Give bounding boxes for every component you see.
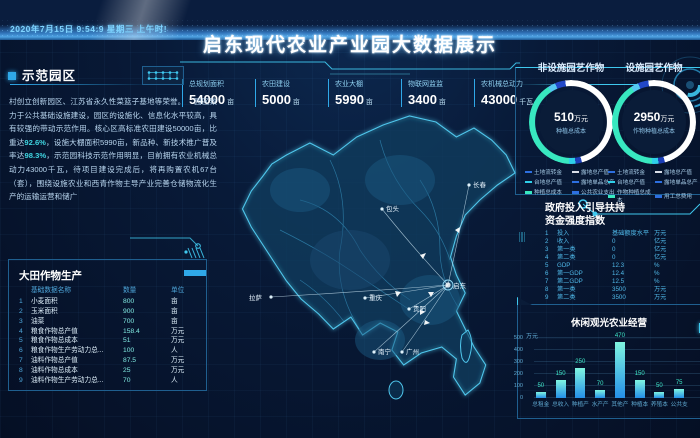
svg-text:拉萨: 拉萨	[249, 293, 263, 302]
svg-text:包头: 包头	[386, 204, 400, 213]
svg-text:广州: 广州	[406, 347, 419, 356]
svg-text:重庆: 重庆	[369, 293, 383, 302]
svg-text:长春: 长春	[473, 180, 487, 189]
svg-text:南宁: 南宁	[378, 347, 392, 356]
svg-text:启东: 启东	[453, 281, 467, 290]
